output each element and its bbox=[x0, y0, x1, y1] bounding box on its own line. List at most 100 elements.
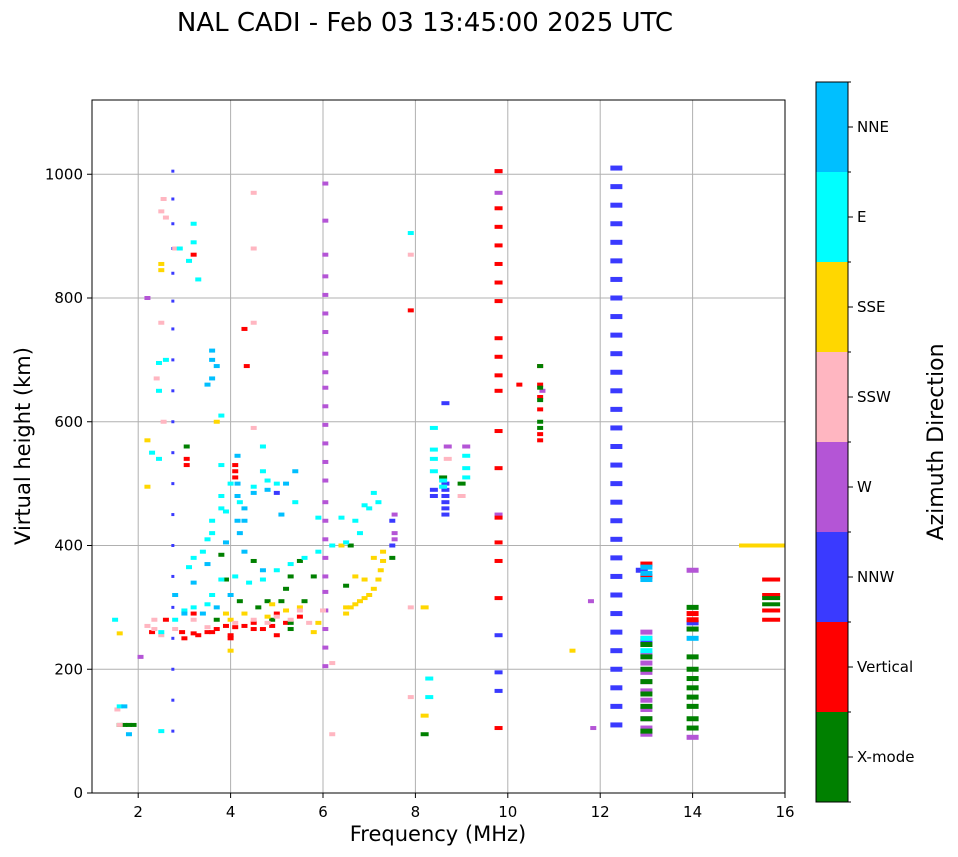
data-point-nnw bbox=[610, 722, 623, 728]
y-tick-label: 400 bbox=[54, 537, 83, 555]
data-point-ssw bbox=[158, 320, 165, 325]
data-point-w bbox=[391, 531, 398, 536]
data-point-e bbox=[162, 357, 169, 362]
data-point-vertical bbox=[494, 243, 503, 248]
data-point-e bbox=[264, 478, 271, 483]
data-point-nne bbox=[181, 611, 188, 616]
data-point-nnw bbox=[171, 513, 175, 517]
data-point-w bbox=[640, 731, 653, 737]
data-point-e bbox=[259, 469, 266, 474]
data-point-vertical bbox=[222, 623, 229, 628]
data-point-e bbox=[218, 413, 225, 418]
data-point-x-mode bbox=[686, 716, 699, 722]
data-point-sse bbox=[315, 620, 322, 625]
data-point-e bbox=[462, 453, 471, 458]
data-point-nnw bbox=[610, 388, 623, 394]
data-point-vertical bbox=[283, 620, 290, 625]
x-tick-label: 6 bbox=[318, 803, 328, 821]
data-point-vertical bbox=[494, 206, 503, 211]
data-point-e bbox=[186, 258, 193, 263]
y-tick-label: 0 bbox=[73, 784, 83, 802]
data-point-e bbox=[407, 231, 414, 236]
data-point-sse bbox=[370, 586, 377, 591]
data-point-sse bbox=[213, 419, 220, 424]
data-point-nnw bbox=[171, 389, 175, 393]
data-point-nnw bbox=[171, 299, 175, 303]
data-point-e bbox=[329, 543, 336, 548]
colorbar-tick-label: NNW bbox=[857, 568, 894, 586]
data-point-ssw bbox=[264, 620, 271, 625]
data-point-w bbox=[462, 444, 471, 449]
data-point-e bbox=[250, 484, 257, 489]
data-point-nnw bbox=[610, 703, 623, 709]
data-point-nnw bbox=[610, 165, 623, 171]
data-point-w bbox=[494, 512, 503, 517]
colorbar-label: Azimuth Direction bbox=[924, 343, 949, 540]
data-point-e bbox=[209, 531, 216, 536]
data-point-vertical bbox=[494, 540, 503, 545]
data-point-vertical bbox=[494, 429, 503, 434]
data-point-sse bbox=[310, 630, 317, 635]
data-point-nnw bbox=[441, 494, 450, 498]
data-point-sse bbox=[420, 713, 429, 718]
data-point-x-mode bbox=[255, 605, 262, 610]
x-axis-ticks: 2 4 6 8 10 12 14 16 bbox=[133, 793, 795, 821]
data-point-e bbox=[190, 221, 197, 226]
data-point-nne bbox=[199, 611, 206, 616]
data-point-x-mode bbox=[213, 617, 220, 622]
data-point-e bbox=[462, 475, 471, 480]
data-point-sse bbox=[338, 543, 345, 548]
data-point-ssw bbox=[172, 627, 179, 632]
data-point-nne bbox=[213, 364, 220, 369]
data-point-ssw bbox=[158, 209, 165, 214]
data-point-w bbox=[322, 252, 329, 257]
data-point-vertical bbox=[209, 630, 216, 635]
data-point-x-mode bbox=[287, 620, 294, 625]
data-point-w bbox=[322, 422, 329, 427]
data-point-nnw bbox=[610, 295, 623, 301]
data-point-e bbox=[236, 500, 243, 505]
data-point-w bbox=[391, 537, 398, 542]
data-point-nne bbox=[234, 518, 241, 523]
data-point-x-mode bbox=[130, 722, 137, 727]
data-point-nne bbox=[259, 568, 266, 573]
plot-frame bbox=[91, 99, 786, 794]
data-point-vertical bbox=[762, 608, 781, 613]
data-point-e bbox=[343, 540, 350, 545]
data-point-vertical bbox=[232, 463, 239, 468]
data-point-x-mode bbox=[278, 599, 285, 604]
data-point-nnw bbox=[610, 648, 623, 654]
data-point-vertical bbox=[537, 438, 544, 443]
data-point-nnw bbox=[610, 629, 623, 635]
data-point-e bbox=[176, 246, 183, 251]
x-tick-label: 8 bbox=[411, 803, 421, 821]
data-point-nnw bbox=[686, 620, 699, 626]
data-point-x-mode bbox=[457, 481, 466, 486]
data-point-e bbox=[361, 503, 368, 508]
data-point-nnw bbox=[171, 605, 175, 609]
data-point-nnw bbox=[610, 425, 623, 431]
data-point-sse bbox=[380, 549, 387, 554]
data-point-nne bbox=[172, 593, 179, 597]
data-point-vertical bbox=[494, 515, 503, 520]
data-point-nnw bbox=[610, 481, 623, 487]
data-point-vertical bbox=[227, 633, 234, 638]
data-point-w bbox=[322, 311, 329, 316]
data-point-vertical bbox=[762, 577, 781, 582]
data-point-ssw bbox=[151, 627, 158, 632]
y-tick-label: 1000 bbox=[45, 165, 83, 183]
data-point-x-mode bbox=[762, 602, 781, 607]
data-point-nne bbox=[209, 357, 216, 362]
data-point-nnw bbox=[171, 729, 175, 733]
data-point-vertical bbox=[269, 623, 276, 628]
data-point-nne bbox=[227, 593, 234, 597]
data-point-nnw bbox=[171, 222, 175, 226]
data-point-w bbox=[322, 664, 329, 669]
data-point-ssw bbox=[190, 617, 197, 622]
data-point-ssw bbox=[320, 608, 326, 613]
data-point-nne bbox=[204, 562, 211, 567]
data-point-sse bbox=[222, 611, 229, 616]
data-point-w bbox=[322, 330, 329, 335]
data-point-e bbox=[155, 360, 162, 365]
data-point-x-mode bbox=[686, 654, 699, 660]
